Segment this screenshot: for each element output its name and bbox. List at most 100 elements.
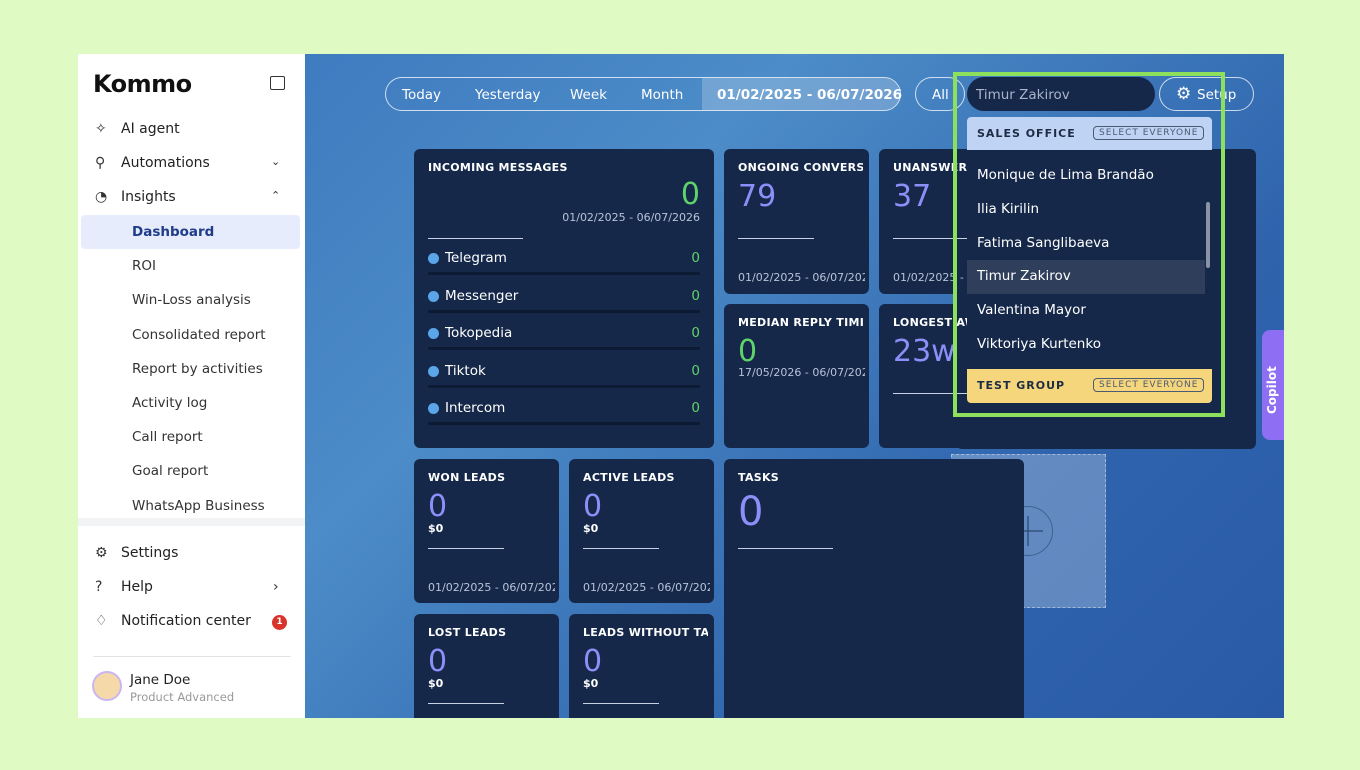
- nav-item[interactable]: AI agent: [121, 121, 180, 137]
- period-button[interactable]: 01/02/2025 - 06/07/2026: [717, 87, 903, 103]
- channel-icon: [428, 403, 439, 414]
- channel-value: 0: [691, 287, 700, 304]
- widget[interactable]: ACTIVE LEADS 0 $0 01/02/2025 - 06/07/2026: [569, 459, 714, 603]
- setup-icon[interactable]: ⚙: [1176, 84, 1192, 104]
- user-option[interactable]: Valentina Mayor: [977, 302, 1086, 319]
- select-everyone[interactable]: SELECT EVERYONE: [1093, 378, 1205, 392]
- period-button[interactable]: Yesterday: [475, 87, 541, 103]
- period-switcher: [385, 77, 901, 111]
- nav-item[interactable]: Automations: [121, 155, 210, 171]
- nav-sub-item[interactable]: Dashboard: [132, 224, 215, 240]
- nav-item[interactable]: Insights: [121, 189, 176, 205]
- nav-sub-item[interactable]: Report by activities: [132, 360, 263, 377]
- widget-title: LOST LEADS: [428, 626, 507, 639]
- widget-value: 0: [738, 334, 758, 369]
- channel-icon: [428, 253, 439, 264]
- all-filter[interactable]: [915, 77, 965, 111]
- widget-title: ONGOING CONVERS: [738, 161, 863, 174]
- nav-item[interactable]: Settings: [121, 545, 179, 561]
- widget[interactable]: ONGOING CONVERS 79 01/02/2025 - 06/07/2026: [724, 149, 869, 294]
- user-option[interactable]: Viktoriya Kurtenko: [977, 336, 1101, 352]
- notification-badge[interactable]: 1: [272, 615, 287, 630]
- widget[interactable]: WON LEADS 0 $0 01/02/2025 - 06/07/2026: [414, 459, 559, 603]
- widget-value: 0: [583, 489, 603, 524]
- nav-icon: ?: [95, 579, 103, 595]
- widget[interactable]: LEADS WITHOUT TA 0 $0: [569, 614, 714, 718]
- group-header[interactable]: [967, 117, 1212, 150]
- widget-date: 01/02/2025 - 06/07/2026: [428, 581, 555, 594]
- copilot-label[interactable]: Copilot: [1265, 366, 1279, 414]
- period-button[interactable]: Today: [402, 87, 442, 103]
- logo[interactable]: Kommo: [93, 70, 192, 98]
- widget-amount: $0: [583, 677, 599, 690]
- channel-name: Tokopedia: [445, 325, 513, 341]
- nav-sub-item[interactable]: Consolidated report: [132, 326, 266, 343]
- user-option[interactable]: Monique de Lima Brandão: [977, 167, 1154, 183]
- nav-item[interactable]: Notification center: [121, 613, 251, 629]
- collapse-icon[interactable]: [270, 76, 285, 90]
- widget-value: 23w: [893, 334, 956, 369]
- nav-sub-item[interactable]: ROI: [132, 258, 156, 275]
- channel-name: Tiktok: [445, 362, 486, 379]
- channel-bar: [428, 384, 700, 388]
- user-filter-text[interactable]: Timur Zakirov: [976, 87, 1070, 103]
- group-header[interactable]: [967, 369, 1212, 403]
- separator: [738, 548, 833, 549]
- focus-highlight: [953, 72, 1225, 417]
- chevron[interactable]: ⌄: [271, 155, 281, 168]
- channel-icon: [428, 290, 439, 302]
- widget[interactable]: MEDIAN REPLY TIMI 0 17/05/2026 - 06/07/202…: [724, 304, 869, 448]
- nav-sub-item[interactable]: Activity log: [132, 395, 208, 411]
- widget[interactable]: LOST LEADS 0 $0: [414, 614, 559, 718]
- widget[interactable]: INCOMING MESSAGES 0 01/02/2025 - 06/07/202…: [414, 149, 714, 448]
- separator: [428, 548, 504, 549]
- divider: [78, 518, 305, 526]
- filter-all[interactable]: All: [932, 87, 949, 103]
- setup-button[interactable]: [1159, 77, 1254, 111]
- group-name[interactable]: SALES OFFICE: [977, 127, 1076, 140]
- channel-value: 0: [691, 400, 700, 416]
- user-dropdown: SALES OFFICE SELECT EVERYONE TEST GROUP SEL…: [967, 117, 1212, 403]
- period-button[interactable]: Month: [641, 87, 684, 103]
- nav-icon: ✧: [95, 121, 107, 137]
- widget-title: MEDIAN REPLY TIMI: [738, 316, 863, 329]
- app-window: Kommo ✧ AI agent ⚲ Automations ⌄ ◔ Insights ⌃ Da…: [78, 54, 1284, 718]
- channel-value: 0: [691, 250, 700, 266]
- user-name[interactable]: Jane Doe: [130, 672, 191, 688]
- separator: [428, 703, 504, 704]
- chevron[interactable]: ›: [273, 579, 279, 595]
- setup-text[interactable]: Setup: [1197, 87, 1237, 103]
- user-option[interactable]: Timur Zakirov: [977, 268, 1071, 285]
- user-option[interactable]: Fatima Sanglibaeva: [977, 234, 1110, 251]
- separator: [738, 238, 814, 239]
- separator: [428, 238, 523, 239]
- sidebar: Kommo ✧ AI agent ⚲ Automations ⌄ ◔ Insights ⌃ Da…: [78, 54, 305, 718]
- nav-icon: ♢: [95, 613, 108, 629]
- add-icon: [1013, 530, 1043, 532]
- channel-name: Intercom: [445, 400, 506, 416]
- nav-sub-item[interactable]: Call report: [132, 429, 203, 446]
- avatar[interactable]: [92, 671, 122, 701]
- select-everyone[interactable]: SELECT EVERYONE: [1093, 126, 1205, 140]
- user-option[interactable]: Ilia Kirilin: [977, 200, 1040, 217]
- nav-item[interactable]: Help: [121, 579, 153, 595]
- channel-icon: [428, 328, 439, 339]
- widget-value: 0: [583, 644, 603, 679]
- widget-amount: $0: [428, 522, 444, 535]
- user-filter[interactable]: [967, 77, 1155, 111]
- chevron[interactable]: ⌃: [271, 189, 281, 202]
- period-button[interactable]: Week: [570, 87, 607, 103]
- widget-value: 0: [738, 489, 764, 535]
- copilot-tab[interactable]: Copilot: [1262, 330, 1284, 440]
- widget-date: 17/05/2026 - 06/07/2026: [738, 366, 865, 379]
- widget-title: INCOMING MESSAGES: [428, 161, 568, 174]
- nav-sub-item[interactable]: WhatsApp Business: [132, 497, 265, 514]
- period-active: [702, 78, 900, 110]
- widget[interactable]: TASKS 0: [724, 459, 1024, 718]
- user-plan: Product Advanced: [130, 690, 235, 704]
- nav-icon: ⚲: [95, 155, 106, 171]
- channel-bar: [428, 272, 700, 275]
- nav-sub-item[interactable]: Goal report: [132, 463, 209, 480]
- group-name[interactable]: TEST GROUP: [977, 379, 1066, 392]
- nav-sub-item[interactable]: Win-Loss analysis: [132, 292, 251, 309]
